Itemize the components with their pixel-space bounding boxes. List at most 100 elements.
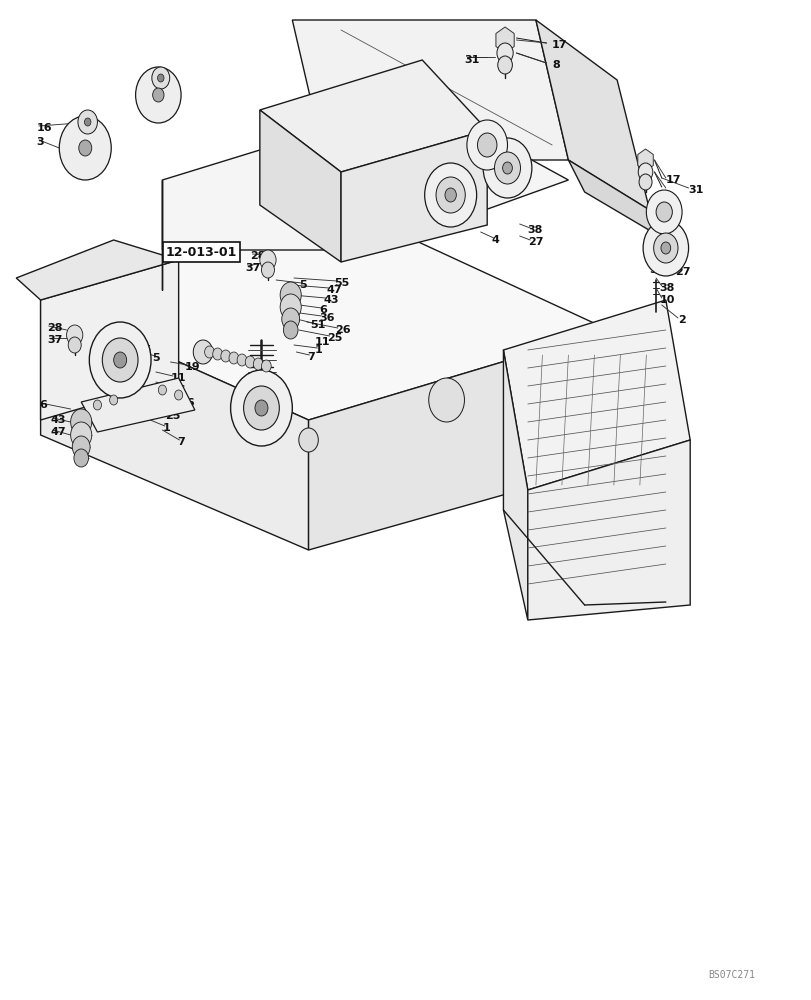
Circle shape [68, 337, 81, 353]
Text: 17: 17 [551, 40, 567, 50]
Text: 26: 26 [335, 325, 350, 335]
Text: 4: 4 [491, 235, 499, 245]
Text: 11: 11 [170, 373, 186, 383]
Text: 38: 38 [659, 283, 674, 293]
Circle shape [114, 352, 127, 368]
Polygon shape [637, 149, 653, 171]
Circle shape [71, 422, 92, 448]
Text: 10: 10 [659, 295, 674, 305]
Circle shape [102, 338, 138, 382]
Text: 31: 31 [688, 185, 703, 195]
Polygon shape [535, 20, 649, 210]
Polygon shape [292, 20, 568, 160]
Text: 8: 8 [551, 60, 560, 70]
Polygon shape [308, 330, 608, 550]
Circle shape [660, 242, 670, 254]
Circle shape [466, 120, 507, 170]
Text: 18: 18 [501, 155, 517, 165]
Text: 2: 2 [677, 315, 685, 325]
Circle shape [260, 250, 276, 270]
Text: 17: 17 [665, 175, 680, 185]
Polygon shape [41, 210, 608, 420]
Circle shape [653, 233, 677, 263]
Circle shape [477, 133, 496, 157]
Text: 19: 19 [185, 362, 200, 372]
Text: 9: 9 [501, 167, 509, 177]
Circle shape [229, 352, 238, 364]
Polygon shape [496, 27, 513, 53]
Text: 3: 3 [36, 137, 44, 147]
Text: 26: 26 [178, 398, 194, 408]
Circle shape [71, 409, 92, 435]
Text: 38: 38 [527, 225, 543, 235]
Text: 54: 54 [444, 207, 460, 217]
Text: 5: 5 [152, 353, 160, 363]
Text: 8: 8 [665, 195, 673, 205]
Polygon shape [41, 260, 178, 420]
Text: 6: 6 [39, 400, 47, 410]
Circle shape [298, 428, 318, 452]
Circle shape [642, 220, 688, 276]
Circle shape [84, 118, 91, 126]
Text: 1: 1 [315, 345, 323, 355]
Text: 54: 54 [649, 265, 664, 275]
Circle shape [237, 354, 247, 366]
Circle shape [253, 358, 263, 370]
Circle shape [281, 308, 299, 330]
Circle shape [204, 346, 214, 358]
Text: 30: 30 [501, 180, 517, 190]
Text: 51: 51 [99, 383, 114, 393]
Text: 6: 6 [319, 305, 327, 315]
Circle shape [483, 138, 531, 198]
Circle shape [221, 350, 230, 362]
Circle shape [283, 321, 298, 339]
Text: 28: 28 [250, 251, 265, 261]
Circle shape [74, 449, 88, 467]
Text: 47: 47 [50, 427, 66, 437]
Circle shape [255, 400, 268, 416]
Circle shape [261, 262, 274, 278]
Text: 36: 36 [319, 313, 334, 323]
Text: 37: 37 [47, 335, 62, 345]
Circle shape [243, 386, 279, 430]
Text: 10: 10 [444, 220, 460, 230]
Circle shape [280, 294, 301, 320]
Text: 5: 5 [298, 280, 306, 290]
Text: 31: 31 [464, 55, 479, 65]
Text: 7: 7 [177, 437, 185, 447]
Circle shape [502, 162, 512, 174]
Circle shape [245, 356, 255, 368]
Circle shape [638, 174, 651, 190]
Text: 18: 18 [657, 202, 672, 212]
Polygon shape [568, 160, 665, 240]
Polygon shape [81, 378, 195, 432]
Circle shape [261, 360, 271, 372]
Circle shape [93, 400, 101, 410]
Text: 28: 28 [47, 323, 62, 333]
Text: 55: 55 [334, 278, 350, 288]
Text: 7: 7 [307, 352, 315, 362]
Circle shape [152, 67, 169, 89]
Circle shape [646, 190, 681, 234]
Circle shape [135, 67, 181, 123]
Circle shape [89, 322, 151, 398]
Circle shape [428, 378, 464, 422]
Circle shape [230, 370, 292, 446]
Circle shape [436, 177, 465, 213]
Text: 25: 25 [327, 333, 342, 343]
Polygon shape [260, 110, 341, 262]
Circle shape [59, 116, 111, 180]
Polygon shape [162, 100, 568, 250]
Text: 43: 43 [323, 295, 338, 305]
Circle shape [212, 348, 222, 360]
Circle shape [67, 325, 83, 345]
Circle shape [109, 395, 118, 405]
Circle shape [494, 152, 520, 184]
Text: 12-013-01: 12-013-01 [165, 245, 237, 258]
Circle shape [78, 110, 97, 134]
Circle shape [72, 436, 90, 458]
Polygon shape [503, 300, 689, 490]
Circle shape [157, 74, 164, 82]
Circle shape [174, 390, 182, 400]
Circle shape [193, 340, 212, 364]
